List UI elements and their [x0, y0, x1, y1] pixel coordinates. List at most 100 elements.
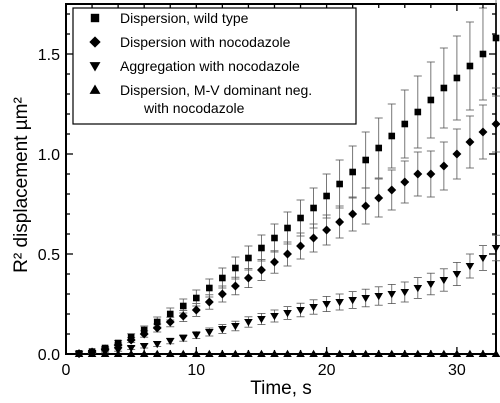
data-point	[335, 217, 345, 227]
legend-marker	[90, 13, 100, 23]
data-point	[375, 144, 383, 152]
data-point	[178, 311, 188, 321]
legend-label: Dispersion with nocodazole	[120, 34, 291, 50]
data-point	[244, 318, 253, 327]
data-point	[231, 322, 240, 331]
data-point	[245, 254, 252, 262]
data-point	[336, 180, 343, 188]
data-point	[452, 270, 462, 279]
data-point	[205, 349, 214, 358]
data-point	[400, 177, 410, 187]
data-point	[283, 349, 292, 358]
data-point	[387, 185, 397, 195]
y-tick-label: 0.5	[38, 247, 60, 264]
legend-marker	[89, 36, 101, 48]
data-point	[257, 349, 266, 358]
data-point	[204, 297, 214, 307]
data-point	[165, 337, 175, 346]
data-point	[414, 108, 422, 116]
legend-box	[72, 7, 357, 125]
data-point	[374, 292, 384, 301]
x-tick-label: 10	[187, 362, 205, 379]
data-point	[100, 349, 110, 358]
tick-labels: 0 10 20 30 0.0 0.5 1.0 1.5	[38, 47, 466, 379]
data-point	[309, 303, 318, 312]
data-point	[362, 156, 369, 164]
data-point	[492, 34, 500, 42]
data-point	[296, 306, 305, 315]
data-point	[230, 281, 240, 291]
legend-label: Aggregation with nocodazole	[120, 58, 300, 74]
data-point	[323, 192, 330, 200]
plot-frame	[65, 3, 497, 355]
data-point	[74, 349, 84, 358]
y-tick-label: 1.0	[38, 147, 60, 164]
data-point	[388, 132, 396, 140]
data-point	[465, 137, 475, 147]
y-axis-title: R² displacement µm²	[11, 97, 32, 273]
data-point	[166, 310, 174, 318]
data-point	[126, 335, 136, 345]
legend-label: with nocodazole	[143, 100, 245, 116]
data-point	[387, 349, 397, 358]
data-point	[452, 149, 462, 159]
x-tick-label: 0	[62, 362, 71, 379]
data-point	[284, 224, 291, 232]
data-point	[400, 288, 410, 297]
data-point	[191, 305, 201, 315]
data-point	[479, 50, 487, 58]
data-point	[231, 349, 240, 358]
data-point	[126, 344, 136, 353]
data-point	[401, 120, 409, 128]
data-point	[178, 334, 188, 343]
legend-label: Dispersion, wild type	[120, 10, 249, 26]
legend: Dispersion, wild type Dispersion with noc…	[72, 7, 357, 125]
data-point	[374, 193, 384, 203]
data-point	[219, 274, 226, 282]
x-tick-label: 20	[318, 362, 336, 379]
y-tick-label: 0.0	[38, 347, 60, 364]
data-point	[453, 74, 461, 82]
data-point	[193, 294, 200, 302]
data-point	[348, 296, 357, 305]
data-point	[218, 325, 227, 334]
data-point	[439, 349, 449, 358]
data-point	[153, 318, 161, 326]
data-point	[297, 214, 304, 222]
data-point	[491, 244, 500, 253]
data-point	[465, 262, 475, 271]
data-point	[310, 204, 317, 212]
data-point	[270, 257, 279, 267]
data-point	[439, 276, 449, 285]
data-point	[466, 62, 474, 70]
data-point	[361, 201, 371, 211]
data-point	[348, 209, 358, 219]
data-point	[205, 328, 214, 337]
data-point	[413, 349, 423, 358]
data-point	[322, 225, 332, 235]
data-point	[361, 294, 370, 303]
data-point	[243, 273, 253, 283]
legend-label: Dispersion, M-V dominant neg.	[120, 82, 312, 98]
data-point	[439, 161, 449, 171]
x-tick-label: 30	[448, 362, 466, 379]
data-point	[426, 169, 436, 179]
data-point	[192, 331, 201, 340]
data-point	[283, 309, 292, 318]
data-point	[361, 349, 370, 358]
data-point	[387, 290, 397, 299]
data-point	[126, 349, 136, 358]
data-point	[257, 315, 266, 324]
data-point	[309, 233, 319, 243]
data-point	[206, 284, 213, 292]
data-point	[217, 289, 227, 299]
data-point	[270, 312, 279, 321]
data-point	[465, 349, 475, 358]
data-point	[478, 127, 488, 137]
legend-marker	[89, 84, 101, 94]
data-point	[413, 169, 423, 179]
data-point	[165, 317, 175, 327]
data-point	[349, 168, 356, 176]
data-point	[139, 329, 149, 339]
data-point	[283, 249, 292, 259]
